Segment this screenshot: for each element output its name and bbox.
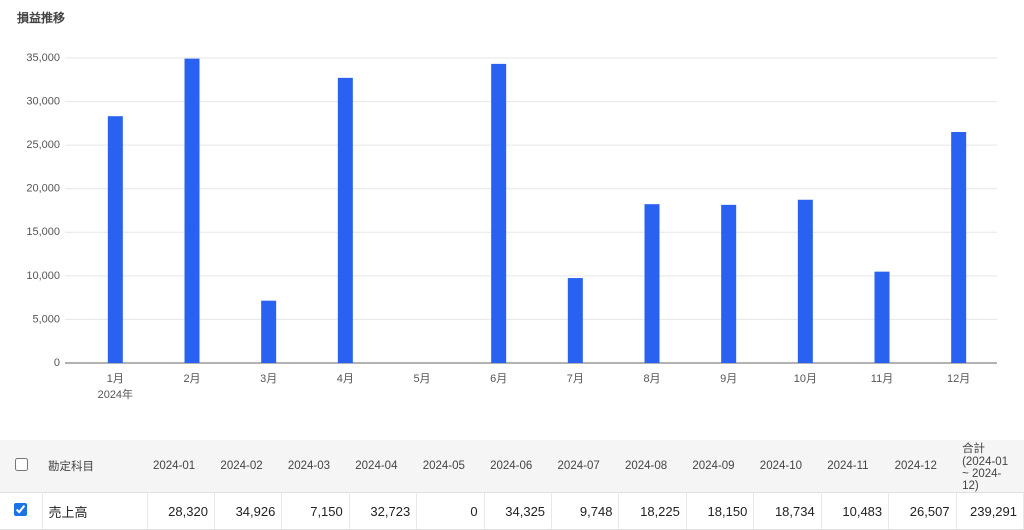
table-cell: 26,507 bbox=[888, 492, 957, 530]
table-cell: 7,150 bbox=[281, 492, 350, 530]
bar bbox=[261, 300, 277, 363]
bar bbox=[491, 63, 507, 363]
chart-title: 損益推移 bbox=[17, 10, 65, 25]
x-tick-label: 2月 bbox=[183, 373, 200, 385]
table-row: 売上高 28,320 34,926 7,150 32,723 0 34,325 9,748 18… bbox=[0, 492, 1024, 530]
table-cell: 32,723 bbox=[349, 492, 418, 530]
table-body: 売上高 28,320 34,926 7,150 32,723 0 34,325 9,748 18… bbox=[0, 492, 1024, 530]
column-header: 2024-07 bbox=[551, 440, 619, 493]
bar bbox=[337, 77, 353, 363]
y-tick-label: 20,000 bbox=[26, 183, 60, 195]
account-name: 売上高 bbox=[42, 492, 148, 530]
column-header: 2024-05 bbox=[416, 440, 485, 493]
y-tick-label: 35,000 bbox=[26, 52, 60, 64]
column-header: 2024-11 bbox=[821, 440, 889, 493]
bar bbox=[951, 132, 967, 363]
x-tick-label: 1月 bbox=[107, 373, 124, 385]
row-checkbox[interactable] bbox=[14, 503, 28, 516]
y-tick-label: 10,000 bbox=[26, 270, 60, 282]
bar bbox=[567, 278, 583, 363]
bar bbox=[184, 58, 200, 363]
x-tick-label: 4月 bbox=[337, 373, 354, 385]
x-tick-label: 9月 bbox=[720, 373, 737, 385]
x-tick-label: 7月 bbox=[567, 373, 584, 385]
table-cell: 18,734 bbox=[753, 492, 822, 530]
checkbox-cell bbox=[0, 492, 43, 530]
bar bbox=[874, 271, 890, 363]
table-cell: 18,225 bbox=[618, 492, 687, 530]
x-tick-label: 10月 bbox=[794, 373, 817, 385]
select-all-checkbox[interactable] bbox=[14, 458, 28, 471]
y-tick-label: 30,000 bbox=[26, 95, 60, 107]
x-tick-label: 12月 bbox=[947, 373, 970, 385]
header-checkbox-cell bbox=[0, 440, 42, 493]
table-cell: 34,325 bbox=[484, 492, 553, 530]
column-header: 合計 (2024-01 ~ 2024-12) bbox=[956, 440, 1024, 493]
bar bbox=[797, 199, 813, 363]
x-tick-label: 8月 bbox=[643, 373, 660, 385]
y-tick-label: 5,000 bbox=[32, 313, 60, 325]
table-cell: 34,926 bbox=[214, 492, 283, 530]
column-header: 2024-06 bbox=[484, 440, 552, 493]
y-tick-label: 0 bbox=[54, 357, 60, 369]
bar bbox=[644, 204, 660, 363]
table-cell: 239,291 bbox=[956, 492, 1024, 530]
x-tick-label: 3月 bbox=[260, 373, 277, 385]
header-row: 勘定科目 2024-01 2024-02 2024-03 2024-04 2024-05 2… bbox=[0, 440, 1024, 493]
column-header: 2024-08 bbox=[618, 440, 687, 493]
data-table: 勘定科目 2024-01 2024-02 2024-03 2024-04 2024-05 2… bbox=[0, 440, 1024, 530]
x-group-label: 2024年 bbox=[98, 387, 133, 401]
table-cell: 28,320 bbox=[147, 492, 215, 530]
x-tick-label: 6月 bbox=[490, 373, 507, 385]
chart: 損益推移 0 5,000 10,000 15,000 20,000 25,000 30,00… bbox=[17, 10, 997, 401]
column-header: 2024-09 bbox=[686, 440, 754, 493]
column-header: 2024-01 bbox=[147, 440, 215, 493]
table-cell: 0 bbox=[416, 492, 485, 530]
x-tick-label: 5月 bbox=[413, 373, 430, 385]
y-tick-label: 15,000 bbox=[26, 226, 60, 238]
column-header: 2024-02 bbox=[214, 440, 282, 493]
bar bbox=[721, 204, 737, 363]
x-tick-label: 11月 bbox=[871, 373, 893, 385]
column-header: 2024-04 bbox=[349, 440, 417, 493]
table-cell: 18,150 bbox=[686, 492, 755, 530]
table-cell: 10,483 bbox=[821, 492, 890, 530]
table-cell: 9,748 bbox=[551, 492, 620, 530]
column-header: 2024-03 bbox=[281, 440, 350, 493]
y-tick-label: 25,000 bbox=[26, 139, 60, 151]
page: 損益推移 0 5,000 10,000 15,000 20,000 25,000 30,00… bbox=[0, 10, 1024, 530]
column-header: 2024-10 bbox=[753, 440, 822, 493]
column-header: 勘定科目 bbox=[42, 440, 147, 493]
column-header: 2024-12 bbox=[888, 440, 957, 493]
bar bbox=[107, 116, 123, 363]
